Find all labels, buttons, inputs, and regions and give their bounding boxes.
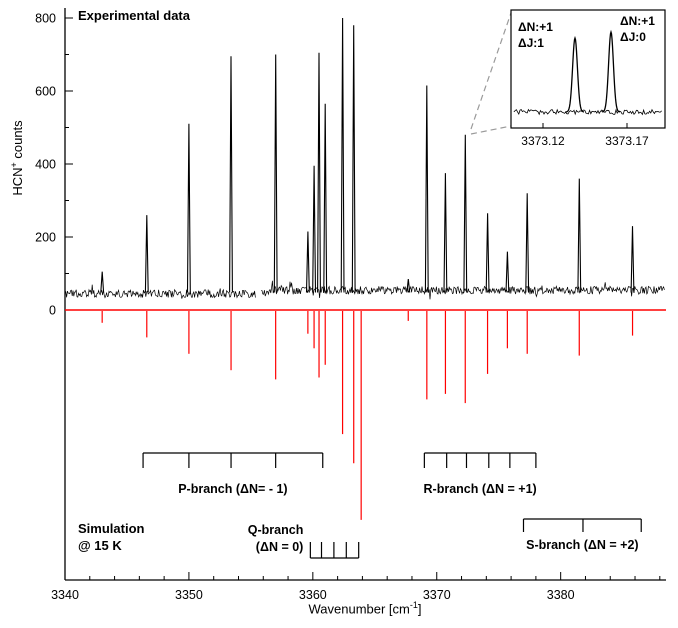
inset-annotation: ΔN:+1 xyxy=(518,20,553,34)
experimental-peak xyxy=(144,215,149,293)
experimental-peak xyxy=(485,213,490,293)
y-axis-label-sup: + xyxy=(8,162,19,168)
inset-peak xyxy=(565,35,584,113)
experimental-peak xyxy=(273,54,278,293)
experimental-peak xyxy=(317,52,321,293)
experimental-peak xyxy=(186,123,191,293)
experimental-peak xyxy=(100,271,105,293)
experimental-peak xyxy=(312,165,317,293)
inset-x-tick-label: 3373.12 xyxy=(521,134,565,148)
experimental-peak xyxy=(505,251,510,293)
inset-annotation: ΔJ:0 xyxy=(620,30,646,44)
x-axis-label: Wavenumber [cm-1] xyxy=(308,600,421,616)
s-branch-label: S-branch (ΔN = +2) xyxy=(526,538,638,552)
simulation-label: Simulation @ 15 K xyxy=(78,520,144,554)
experimental-peak xyxy=(406,278,411,293)
inset-annotation: ΔN:+1 xyxy=(620,14,655,28)
experimental-peak xyxy=(463,134,468,293)
y-axis-label-rest: counts xyxy=(10,120,26,163)
experimental-peak xyxy=(340,17,345,293)
x-tick-label: 3370 xyxy=(423,588,451,602)
experimental-peak xyxy=(525,193,530,293)
experimental-peak xyxy=(305,231,310,293)
inset-box xyxy=(510,9,666,129)
simulation-label-line2: @ 15 K xyxy=(78,538,122,553)
x-tick-label: 3360 xyxy=(299,588,327,602)
experimental-peak xyxy=(630,226,635,293)
zoom-connector-line xyxy=(470,125,512,135)
experimental-peak xyxy=(229,56,233,293)
experimental-peak xyxy=(424,85,429,293)
x-axis-label-sup: -1 xyxy=(409,600,418,610)
q-branch-label: (ΔN = 0) xyxy=(256,540,304,554)
simulation-label-line1: Simulation xyxy=(78,521,145,536)
inset-annotation: ΔJ:1 xyxy=(518,36,544,50)
zoom-connector-line xyxy=(470,12,512,130)
x-tick-label: 3380 xyxy=(547,588,575,602)
x-tick-label: 3350 xyxy=(175,588,203,602)
y-axis-label-base: HCN xyxy=(10,167,26,196)
inset-noise-trace xyxy=(513,108,662,116)
experimental-peak xyxy=(443,173,448,293)
x-axis-label-rest: ] xyxy=(417,601,422,617)
inset-x-tick-label: 3373.17 xyxy=(605,134,649,148)
y-tick-label: 0 xyxy=(49,304,56,318)
r-branch-label: R-branch (ΔN = +1) xyxy=(424,482,537,496)
y-tick-label: 200 xyxy=(35,231,56,245)
y-tick-label: 800 xyxy=(35,12,56,26)
y-tick-label: 600 xyxy=(35,85,56,99)
q-branch-label: Q-branch xyxy=(248,523,304,537)
y-axis-label: HCN+ counts xyxy=(9,120,25,195)
inset-peak xyxy=(601,29,621,113)
x-tick-label: 3340 xyxy=(51,588,79,602)
experimental-peak xyxy=(323,103,328,293)
p-branch-label: P-branch (ΔN= - 1) xyxy=(178,482,287,496)
y-tick-label: 400 xyxy=(35,158,56,172)
experimental-peak xyxy=(577,178,582,293)
experimental-noise-trace xyxy=(64,280,665,300)
experimental-data-label: Experimental data xyxy=(78,8,190,23)
x-axis-label-base: Wavenumber [cm xyxy=(308,601,410,617)
experimental-peak xyxy=(351,25,356,293)
